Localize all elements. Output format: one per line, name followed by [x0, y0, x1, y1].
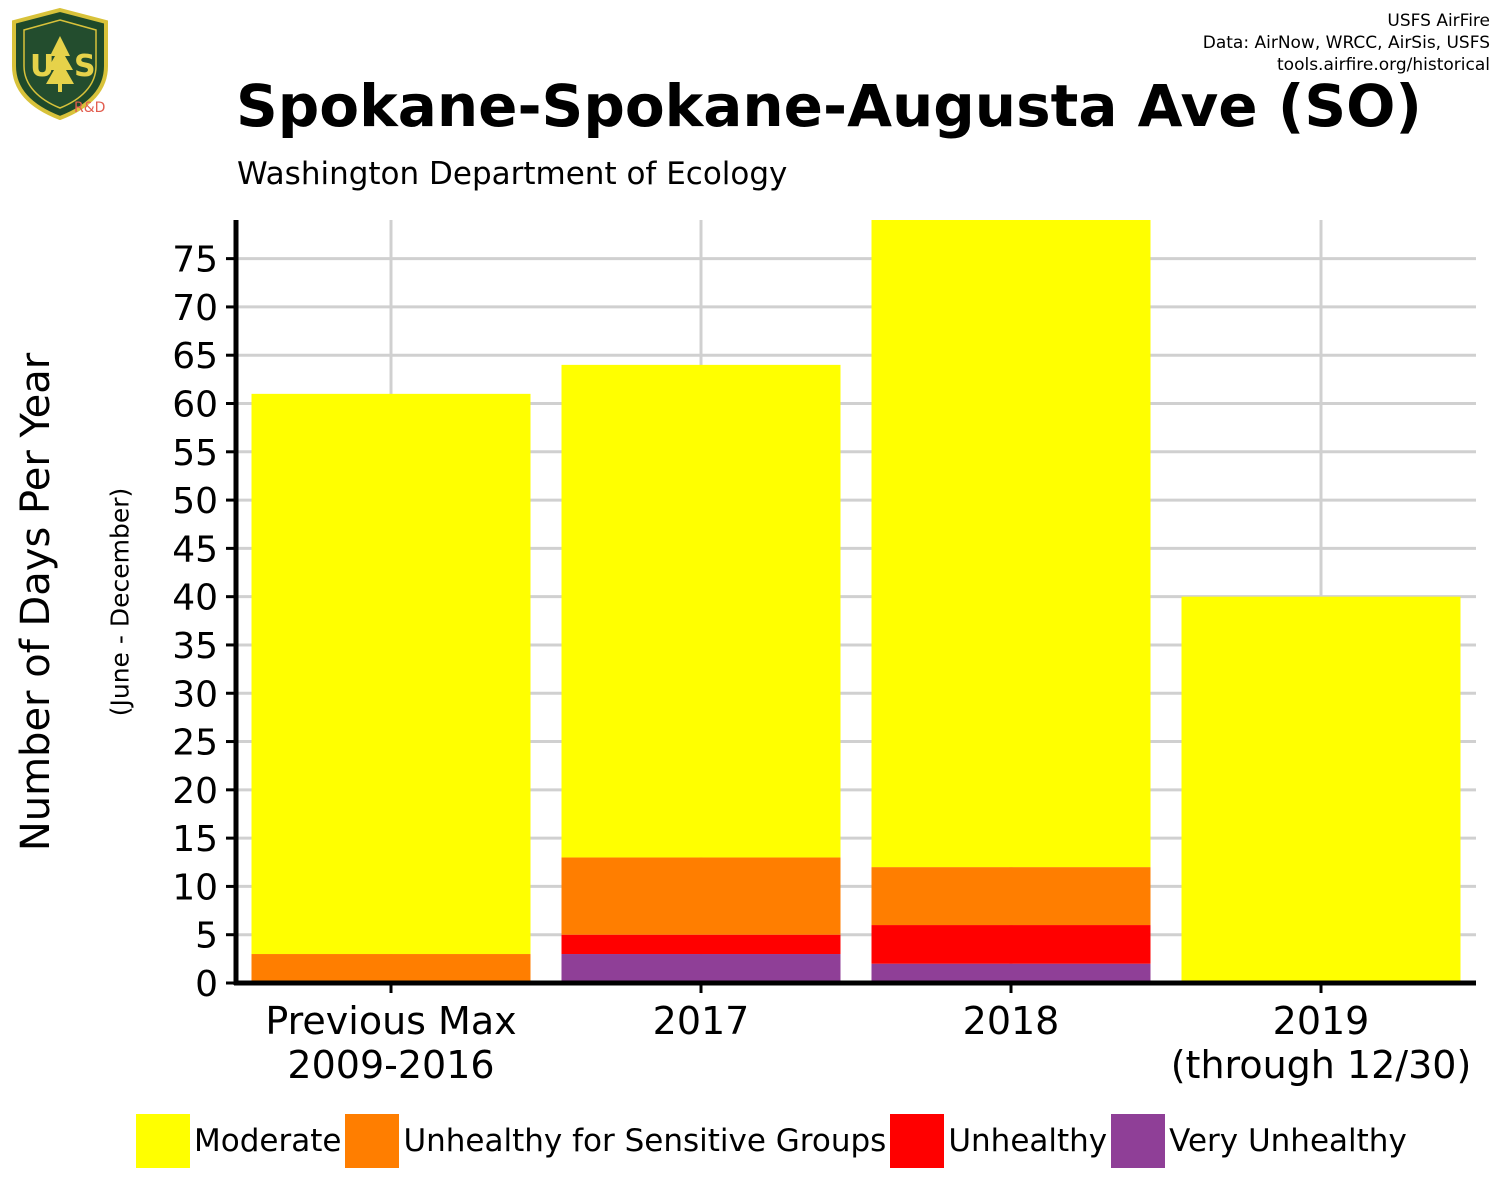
chart-subtitle: Washington Department of Ecology [237, 156, 788, 192]
y-tick-label: 0 [195, 964, 218, 1005]
x-tick-label: 2009-2016 [287, 1043, 494, 1087]
y-tick-label: 75 [172, 240, 218, 281]
chart-title: Spokane-Spokane-Augusta Ave (SO) [236, 72, 1422, 140]
legend-swatch-unhealthy [890, 1114, 945, 1168]
legend-item-usg: Unhealthy for Sensitive Groups [345, 1114, 886, 1168]
x-tick-label: 2017 [653, 999, 750, 1043]
x-tick-label: 2018 [963, 999, 1060, 1043]
usfs-logo: U S R&D [8, 7, 112, 121]
bar-moderate [251, 393, 531, 955]
y-tick-label: 55 [172, 433, 218, 474]
y-tick-label: 70 [172, 288, 218, 329]
legend-label-usg: Unhealthy for Sensitive Groups [403, 1123, 887, 1159]
x-tick-label: (through 12/30) [1171, 1043, 1472, 1087]
legend-label-very-unhealthy: Very Unhealthy [1169, 1123, 1407, 1159]
legend-item-unhealthy: Unhealthy [890, 1114, 1107, 1168]
y-tick-label: 50 [172, 481, 218, 522]
bar-moderate [1181, 596, 1461, 983]
y-tick-label: 35 [172, 626, 218, 667]
bar-unhealthy-for-sensitive-groups [561, 857, 841, 935]
legend: Moderate Unhealthy for Sensitive Groups … [136, 1113, 1411, 1169]
legend-swatch-moderate [136, 1114, 190, 1168]
x-tick-label: Previous Max [265, 999, 516, 1043]
y-tick-label: 5 [195, 916, 218, 957]
bar-very-unhealthy [561, 954, 841, 983]
y-tick-label: 20 [172, 771, 218, 812]
bar-very-unhealthy [871, 963, 1151, 983]
credit-line-2: Data: AirNow, WRCC, AirSis, USFS [1202, 33, 1490, 53]
legend-label-moderate: Moderate [194, 1123, 342, 1159]
legend-swatch-usg [345, 1114, 400, 1168]
bar-unhealthy [871, 925, 1151, 964]
credits: USFS AirFire Data: AirNow, WRCC, AirSis,… [1203, 10, 1490, 76]
bar-unhealthy-for-sensitive-groups [871, 867, 1151, 926]
y-tick-label: 30 [172, 674, 218, 715]
y-tick-label: 10 [172, 867, 218, 908]
legend-item-moderate: Moderate [136, 1114, 341, 1168]
svg-text:S: S [74, 49, 96, 84]
y-tick-label: 60 [172, 385, 218, 426]
y-tick-label: 65 [172, 336, 218, 377]
y-tick-label: 45 [172, 529, 218, 570]
bar-unhealthy [561, 934, 841, 955]
bar-unhealthy-for-sensitive-groups [251, 954, 531, 983]
y-tick-label: 40 [172, 578, 218, 619]
logo-rd-tag: R&D [74, 100, 106, 116]
credit-line-3: tools.airfire.org/historical [1277, 55, 1490, 75]
credit-line-1: USFS AirFire [1387, 11, 1490, 31]
legend-label-unhealthy: Unhealthy [948, 1123, 1108, 1159]
y-tick-label: 25 [172, 723, 218, 764]
x-tick-label: 2019 [1273, 999, 1370, 1043]
bar-moderate [561, 364, 841, 858]
y-tick-label: 15 [172, 819, 218, 860]
legend-item-very-unhealthy: Very Unhealthy [1111, 1114, 1407, 1168]
bar-moderate [871, 220, 1151, 868]
legend-swatch-very-unhealthy [1111, 1114, 1166, 1168]
